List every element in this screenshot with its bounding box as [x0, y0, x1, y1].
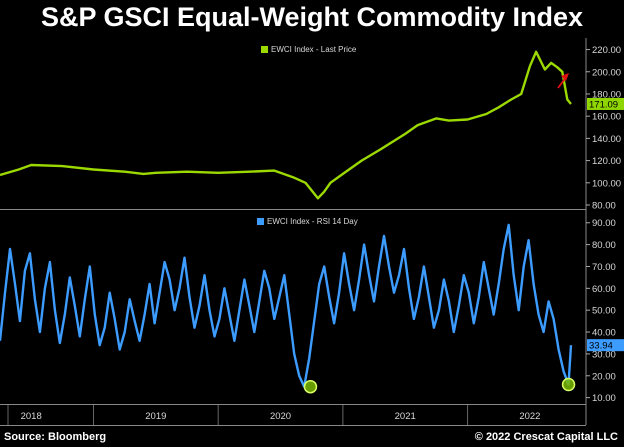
- copyright-label: © 2022 Crescat Capital LLC: [474, 431, 618, 443]
- rsi-ytick-label: 60.00: [592, 284, 616, 295]
- price-series-line: [0, 50, 572, 200]
- rsi-last-value-box: [587, 339, 624, 352]
- x-tick-label: 2020: [270, 411, 291, 422]
- price-ytick-label: 200.00: [592, 67, 621, 78]
- x-tick-label: 2019: [145, 411, 166, 422]
- price-ytick-label: 220.00: [592, 45, 621, 56]
- rsi-ytick-label: 40.00: [592, 328, 616, 339]
- rsi-legend: EWCI Index - RSI 14 Day: [253, 216, 362, 227]
- price-last-value-label: 171.09: [589, 99, 618, 110]
- rsi-last-value-label: 33.94: [589, 341, 613, 352]
- x-tick-label: 2022: [519, 411, 540, 422]
- price-legend: EWCI Index - Last Price: [257, 44, 361, 55]
- x-tick-label: 2021: [395, 411, 416, 422]
- price-ytick-label: 140.00: [592, 134, 621, 145]
- rsi-legend-label: EWCI Index - RSI 14 Day: [267, 217, 358, 226]
- rsi-ytick-label: 10.00: [592, 393, 616, 404]
- rsi-ytick-label: 20.00: [592, 371, 616, 382]
- rsi-ytick-label: 50.00: [592, 306, 616, 317]
- rsi-low-marker: [303, 379, 318, 394]
- price-ytick-label: 160.00: [592, 112, 621, 123]
- rsi-ytick-label: 70.00: [592, 262, 616, 273]
- rsi-low-marker: [561, 377, 576, 392]
- price-legend-label: EWCI Index - Last Price: [271, 45, 357, 54]
- page-title: S&P GSCI Equal-Weight Commodity Index: [40, 2, 584, 32]
- trend-arrow-head: [561, 73, 569, 81]
- rsi-legend-swatch: [257, 218, 264, 225]
- price-legend-swatch: [261, 46, 268, 53]
- source-label: Source: Bloomberg: [4, 431, 107, 443]
- rsi-ytick-label: 30.00: [592, 349, 616, 360]
- price-ytick-label: 120.00: [592, 156, 621, 167]
- price-ytick-label: 180.00: [592, 89, 621, 100]
- price-ytick-label: 100.00: [592, 178, 621, 189]
- price-last-value-box: [587, 97, 624, 110]
- rsi-series-line: [0, 223, 573, 388]
- price-ytick-label: 80.00: [592, 201, 616, 212]
- rsi-ytick-label: 80.00: [592, 240, 616, 251]
- rsi-ytick-label: 90.00: [592, 218, 616, 229]
- x-tick-label: 2018: [21, 411, 42, 422]
